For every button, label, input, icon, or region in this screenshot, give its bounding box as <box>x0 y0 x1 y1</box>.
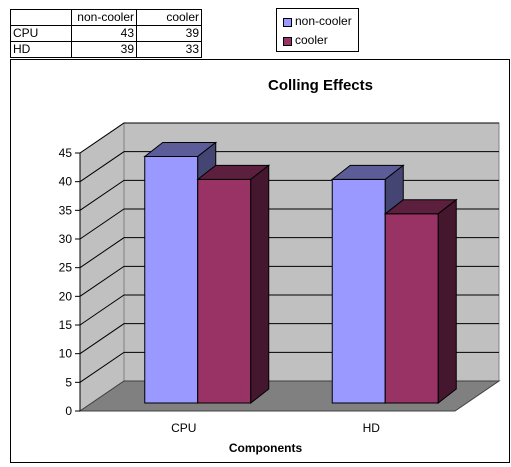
x-axis-title: Components <box>228 441 303 455</box>
bar-non-cooler-HD <box>331 178 386 404</box>
bar-side-cooler-CPU <box>250 164 270 405</box>
legend-swatch <box>283 37 292 46</box>
y-tick-label: 20 <box>59 289 73 303</box>
y-tick-label: 10 <box>59 347 73 361</box>
table-cell: 33 <box>136 41 202 58</box>
x-tick-label: CPU <box>171 421 196 435</box>
y-tick-label: 45 <box>59 146 73 160</box>
y-tick-label: 5 <box>65 375 72 389</box>
bar-non-cooler-CPU <box>144 155 199 404</box>
y-tick-label: 25 <box>59 261 73 275</box>
y-tick-label: 15 <box>59 318 73 332</box>
table-header-cell: non-cooler <box>71 9 137 26</box>
gridline <box>79 151 499 183</box>
table-row: HD 39 33 <box>10 41 202 58</box>
chart-legend: non-cooler cooler <box>276 8 359 52</box>
table-row: CPU 43 39 <box>10 25 202 42</box>
y-tick-label: 35 <box>59 203 73 217</box>
legend-label: non-cooler <box>295 14 352 28</box>
gridline <box>79 122 499 154</box>
legend-label: cooler <box>295 33 328 47</box>
x-tick-label: HD <box>363 421 381 435</box>
y-tick-label: 30 <box>59 232 73 246</box>
bar-side-cooler-HD <box>437 198 457 405</box>
chart-title: Colling Effects <box>267 77 373 94</box>
table-header-row: non-cooler cooler <box>10 9 202 26</box>
table-cell: 39 <box>136 25 202 42</box>
y-tick-label: 0 <box>65 404 72 418</box>
bar-cooler-CPU <box>197 178 252 404</box>
legend-swatch <box>283 18 292 27</box>
chart-area <box>10 59 510 463</box>
bar-cooler-HD <box>384 213 439 404</box>
data-table: non-cooler cooler CPU 43 39 HD 39 33 <box>10 9 202 58</box>
y-tick-label: 40 <box>59 175 73 189</box>
table-row-label: HD <box>10 41 72 58</box>
table-cell: 39 <box>71 41 137 58</box>
